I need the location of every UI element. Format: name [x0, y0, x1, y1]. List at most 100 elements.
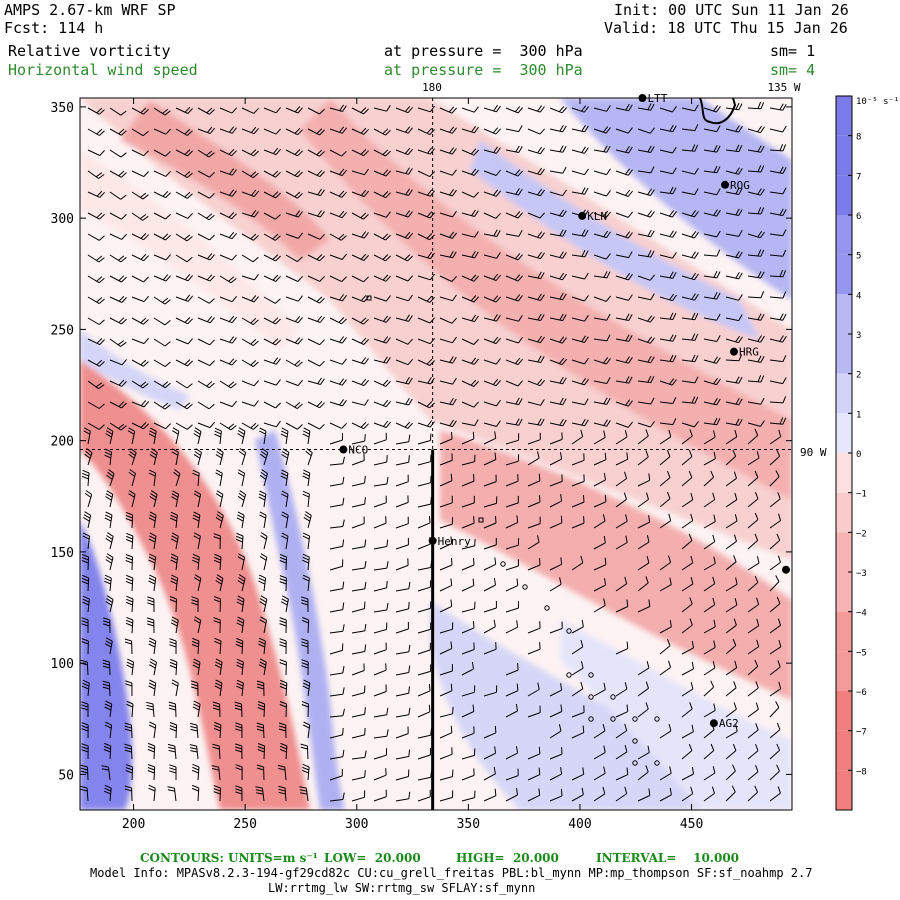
wind-barb	[395, 558, 409, 571]
wind-barb	[659, 418, 677, 426]
wind-barb	[373, 233, 391, 241]
wind-barb	[637, 681, 649, 697]
wind-barb	[483, 229, 501, 237]
wind-barb	[192, 511, 201, 529]
wind-barb	[189, 744, 199, 760]
wind-barb	[461, 495, 475, 508]
wind-barb	[125, 512, 134, 529]
wind-barb	[659, 230, 677, 238]
wind-barb	[527, 167, 545, 176]
wind-barb	[615, 723, 628, 739]
wind-barb	[439, 536, 453, 550]
y-tick-label: 50	[58, 768, 74, 783]
wind-barb	[461, 454, 476, 466]
wind-barb	[681, 251, 699, 259]
field1-name: Relative vorticity	[8, 42, 171, 60]
wind-barb	[147, 596, 155, 613]
wind-barb	[351, 750, 367, 760]
colorbar: 8 7 6 5 4 3 2 1 0 −1 −2 −3 −4 −5 −6 −7 −8	[835, 95, 867, 811]
wind-barb	[175, 294, 193, 302]
wind-barb	[105, 595, 114, 613]
wind-barb	[615, 535, 628, 550]
calm-wind-circles	[366, 295, 660, 766]
wind-barb	[351, 601, 366, 613]
colorbar-segment	[836, 254, 852, 295]
wind-barb	[172, 427, 180, 445]
wind-barb	[461, 314, 479, 323]
wind-barb	[659, 146, 677, 154]
wind-barb	[527, 105, 545, 113]
wind-barb	[461, 168, 479, 176]
wind-barb	[659, 429, 672, 445]
wind-barb	[483, 252, 501, 259]
wind-barb	[417, 401, 435, 409]
station-dot	[578, 211, 587, 220]
wind-barb	[193, 616, 202, 634]
wind-barb	[769, 208, 787, 217]
x-tick-label: 400	[568, 817, 591, 832]
wind-barb	[109, 379, 127, 387]
wind-barb	[307, 149, 325, 157]
wind-barb	[170, 574, 179, 592]
colorbar-label: 1	[856, 410, 861, 420]
wind-barb	[593, 514, 606, 529]
wind-barb	[417, 789, 431, 802]
wind-barb	[307, 188, 325, 197]
wind-barb	[527, 271, 545, 280]
wind-barb	[417, 105, 435, 113]
wind-barb	[127, 427, 136, 445]
wind-barb	[214, 637, 222, 655]
wind-barb	[637, 188, 655, 196]
wind-barb	[549, 376, 567, 385]
colorbar-label: 6	[856, 212, 861, 222]
colorbar-segment	[836, 532, 852, 572]
wind-barb	[703, 597, 716, 613]
wind-barb	[81, 701, 89, 717]
wind-barb	[263, 317, 281, 325]
wind-barb	[527, 251, 545, 260]
wind-barb	[637, 421, 655, 428]
wind-barb	[681, 767, 694, 781]
wind-barb	[193, 427, 202, 445]
wind-barb	[373, 477, 389, 487]
wind-barb	[549, 621, 563, 634]
wind-barb	[637, 765, 649, 781]
wind-barb	[81, 574, 90, 592]
wind-barb	[373, 748, 388, 760]
wind-barb	[153, 401, 171, 410]
wind-barb	[571, 495, 585, 508]
wind-barb	[83, 427, 91, 445]
wind-barb	[747, 397, 765, 405]
wind-barb	[659, 124, 677, 133]
wind-barb	[417, 580, 432, 592]
wind-barb	[105, 427, 114, 445]
wind-barb	[483, 515, 497, 529]
colorbar-label: 8	[856, 133, 861, 143]
wind-barb	[527, 516, 541, 529]
wind-barb	[329, 233, 347, 241]
wind-barb	[593, 397, 611, 405]
wind-barb	[236, 511, 245, 529]
wind-barb	[241, 126, 259, 135]
wind-barb	[285, 295, 303, 302]
wind-barb	[593, 145, 611, 153]
wind-barb	[725, 335, 743, 344]
wind-barb	[769, 555, 781, 571]
wind-barb	[104, 721, 113, 739]
station-label: ROG	[730, 179, 750, 192]
wind-barb	[329, 476, 345, 487]
wind-barb	[395, 254, 413, 262]
wind-barb	[505, 454, 520, 466]
wind-barb	[417, 189, 435, 197]
wind-barb	[769, 429, 782, 445]
wind-barb	[351, 770, 366, 781]
wind-barb	[769, 229, 787, 237]
wind-barb	[681, 354, 699, 363]
wind-barb	[593, 598, 606, 613]
wind-barb	[703, 270, 721, 279]
wind-barb	[439, 473, 453, 487]
wind-barb	[417, 433, 432, 445]
wind-barb	[703, 165, 721, 174]
wind-barb	[219, 212, 237, 220]
wind-barb	[153, 359, 171, 368]
